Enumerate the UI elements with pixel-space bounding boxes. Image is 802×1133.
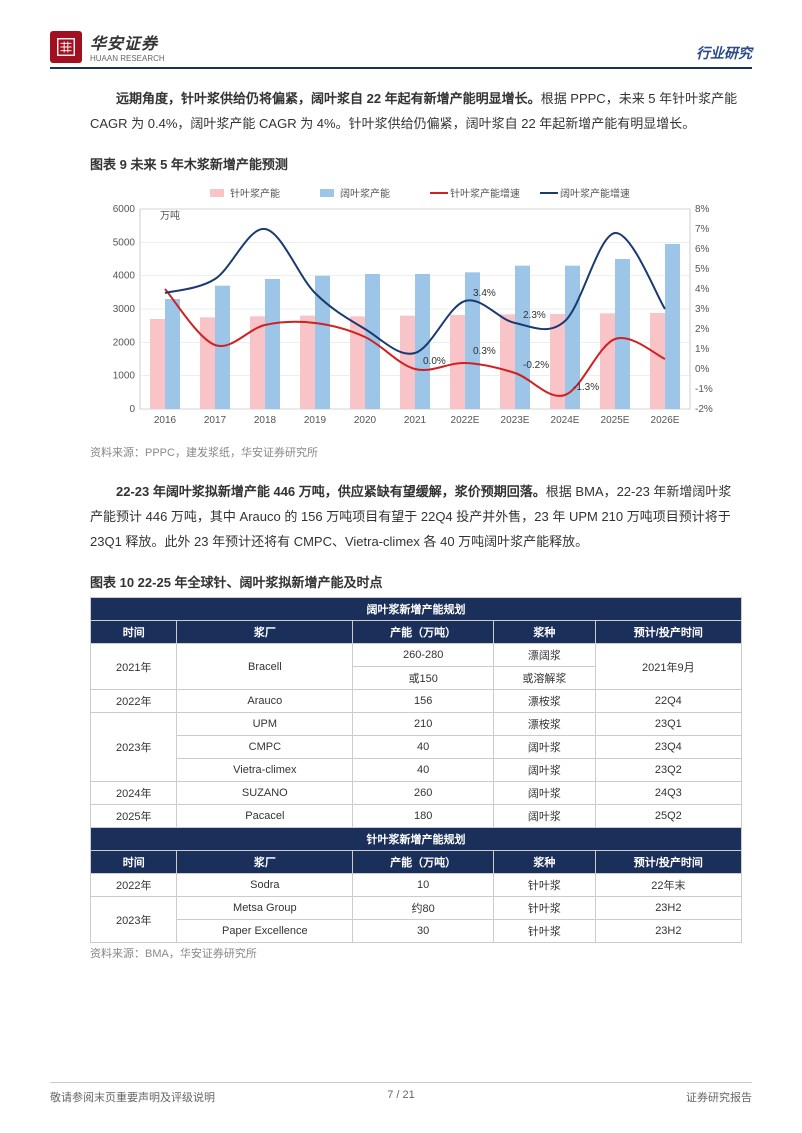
svg-text:-2%: -2% <box>695 404 713 415</box>
page-header: 华安证券 HUAAN RESEARCH 行业研究 <box>50 30 752 69</box>
svg-text:-1%: -1% <box>695 384 713 395</box>
brand-cn: 华安证券 <box>90 30 165 54</box>
svg-text:4000: 4000 <box>113 271 136 282</box>
svg-text:2%: 2% <box>695 324 710 335</box>
svg-text:5%: 5% <box>695 264 710 275</box>
footer-right: 证券研究报告 <box>686 1089 752 1105</box>
svg-text:2022E: 2022E <box>451 415 480 426</box>
table-col-header: 预计/投产时间 <box>595 621 741 644</box>
svg-text:0%: 0% <box>695 364 710 375</box>
table-section-1: 阔叶浆新增产能规划 <box>91 598 742 621</box>
table-row: 2023年Metsa Group约80针叶浆23H2 <box>91 897 742 920</box>
logo-icon <box>50 31 82 63</box>
svg-text:5000: 5000 <box>113 238 136 249</box>
svg-text:-1.3%: -1.3% <box>573 382 599 393</box>
svg-text:3%: 3% <box>695 304 710 315</box>
svg-text:针叶浆产能: 针叶浆产能 <box>230 187 280 200</box>
table-row: 2021年Bracell260-280漂阔浆2021年9月 <box>91 644 742 667</box>
paragraph-2: 22-23 年阔叶浆拟新增产能 446 万吨，供应紧缺有望缓解，浆价预期回落。根… <box>90 480 752 554</box>
svg-text:2019: 2019 <box>304 415 327 426</box>
svg-text:2020: 2020 <box>354 415 377 426</box>
table-section-2: 针叶浆新增产能规划 <box>91 828 742 851</box>
table-col-header: 产能（万吨） <box>353 851 494 874</box>
table-row: CMPC40阔叶浆23Q4 <box>91 736 742 759</box>
svg-text:阔叶浆产能: 阔叶浆产能 <box>340 187 390 200</box>
svg-text:4%: 4% <box>695 284 710 295</box>
table-col-header: 产能（万吨） <box>353 621 494 644</box>
svg-text:-0.2%: -0.2% <box>523 360 549 371</box>
svg-text:1000: 1000 <box>113 371 136 382</box>
svg-text:2023E: 2023E <box>501 415 530 426</box>
table-col-header: 时间 <box>91 621 177 644</box>
svg-text:万吨: 万吨 <box>160 209 180 222</box>
svg-text:3.4%: 3.4% <box>473 288 496 299</box>
table-col-header: 预计/投产时间 <box>595 851 741 874</box>
table-row: 2024年SUZANO260阔叶浆24Q3 <box>91 782 742 805</box>
table-col-header: 浆厂 <box>177 621 353 644</box>
svg-text:2025E: 2025E <box>601 415 630 426</box>
page-footer: 敬请参阅末页重要声明及评级说明 7 / 21 证券研究报告 <box>50 1082 752 1105</box>
footer-left: 敬请参阅末页重要声明及评级说明 <box>50 1089 215 1105</box>
svg-text:1%: 1% <box>695 344 710 355</box>
paragraph-1: 远期角度，针叶浆供给仍将偏紧，阔叶浆自 22 年起有新增产能明显增长。根据 PP… <box>90 87 752 136</box>
svg-text:2000: 2000 <box>113 338 136 349</box>
table-row: 2022年Arauco156漂桉浆22Q4 <box>91 690 742 713</box>
svg-text:3000: 3000 <box>113 304 136 315</box>
svg-text:0.3%: 0.3% <box>473 346 496 357</box>
svg-text:7%: 7% <box>695 224 710 235</box>
table-row: 2023年UPM210漂桉浆23Q1 <box>91 713 742 736</box>
figure-10-table: 阔叶浆新增产能规划 时间浆厂产能（万吨）浆种预计/投产时间 2021年Brace… <box>90 597 742 943</box>
table-col-header: 浆种 <box>494 851 596 874</box>
figure-9-title: 图表 9 未来 5 年木浆新增产能预测 <box>90 154 752 173</box>
svg-text:2.3%: 2.3% <box>523 310 546 321</box>
table-col-header: 浆种 <box>494 621 596 644</box>
svg-text:0: 0 <box>129 404 135 415</box>
svg-text:6%: 6% <box>695 244 710 255</box>
table-col-header: 时间 <box>91 851 177 874</box>
table-col-header: 浆厂 <box>177 851 353 874</box>
svg-text:阔叶浆产能增速: 阔叶浆产能增速 <box>560 187 630 200</box>
svg-text:0.0%: 0.0% <box>423 356 446 367</box>
svg-text:2018: 2018 <box>254 415 277 426</box>
figure-10-title: 图表 10 22-25 年全球针、阔叶浆拟新增产能及时点 <box>90 572 752 591</box>
logo: 华安证券 HUAAN RESEARCH <box>50 30 165 63</box>
svg-text:8%: 8% <box>695 204 710 215</box>
figure-9-source: 资料来源：PPPC，建发浆纸，华安证券研究所 <box>90 444 752 460</box>
table-row: 2022年Sodra10针叶浆22年末 <box>91 874 742 897</box>
svg-text:2017: 2017 <box>204 415 227 426</box>
table-row: Vietra-climex40阔叶浆23Q2 <box>91 759 742 782</box>
footer-center: 7 / 21 <box>387 1089 415 1101</box>
table-row: Paper Excellence30针叶浆23H2 <box>91 920 742 943</box>
svg-text:2016: 2016 <box>154 415 177 426</box>
table-row: 2025年Pacacel180阔叶浆25Q2 <box>91 805 742 828</box>
svg-text:6000: 6000 <box>113 204 136 215</box>
svg-text:2021: 2021 <box>404 415 427 426</box>
figure-10-source: 资料来源：BMA，华安证券研究所 <box>90 945 752 961</box>
header-category: 行业研究 <box>696 43 752 63</box>
svg-text:针叶浆产能增速: 针叶浆产能增速 <box>450 187 520 200</box>
svg-text:2024E: 2024E <box>551 415 580 426</box>
brand-en: HUAAN RESEARCH <box>90 54 165 63</box>
figure-9-chart: 0 1000 2000 3000 4000 5000 6000 -2% -1% 0% 1% 2% 3% 4… <box>90 179 752 442</box>
svg-text:2026E: 2026E <box>651 415 680 426</box>
